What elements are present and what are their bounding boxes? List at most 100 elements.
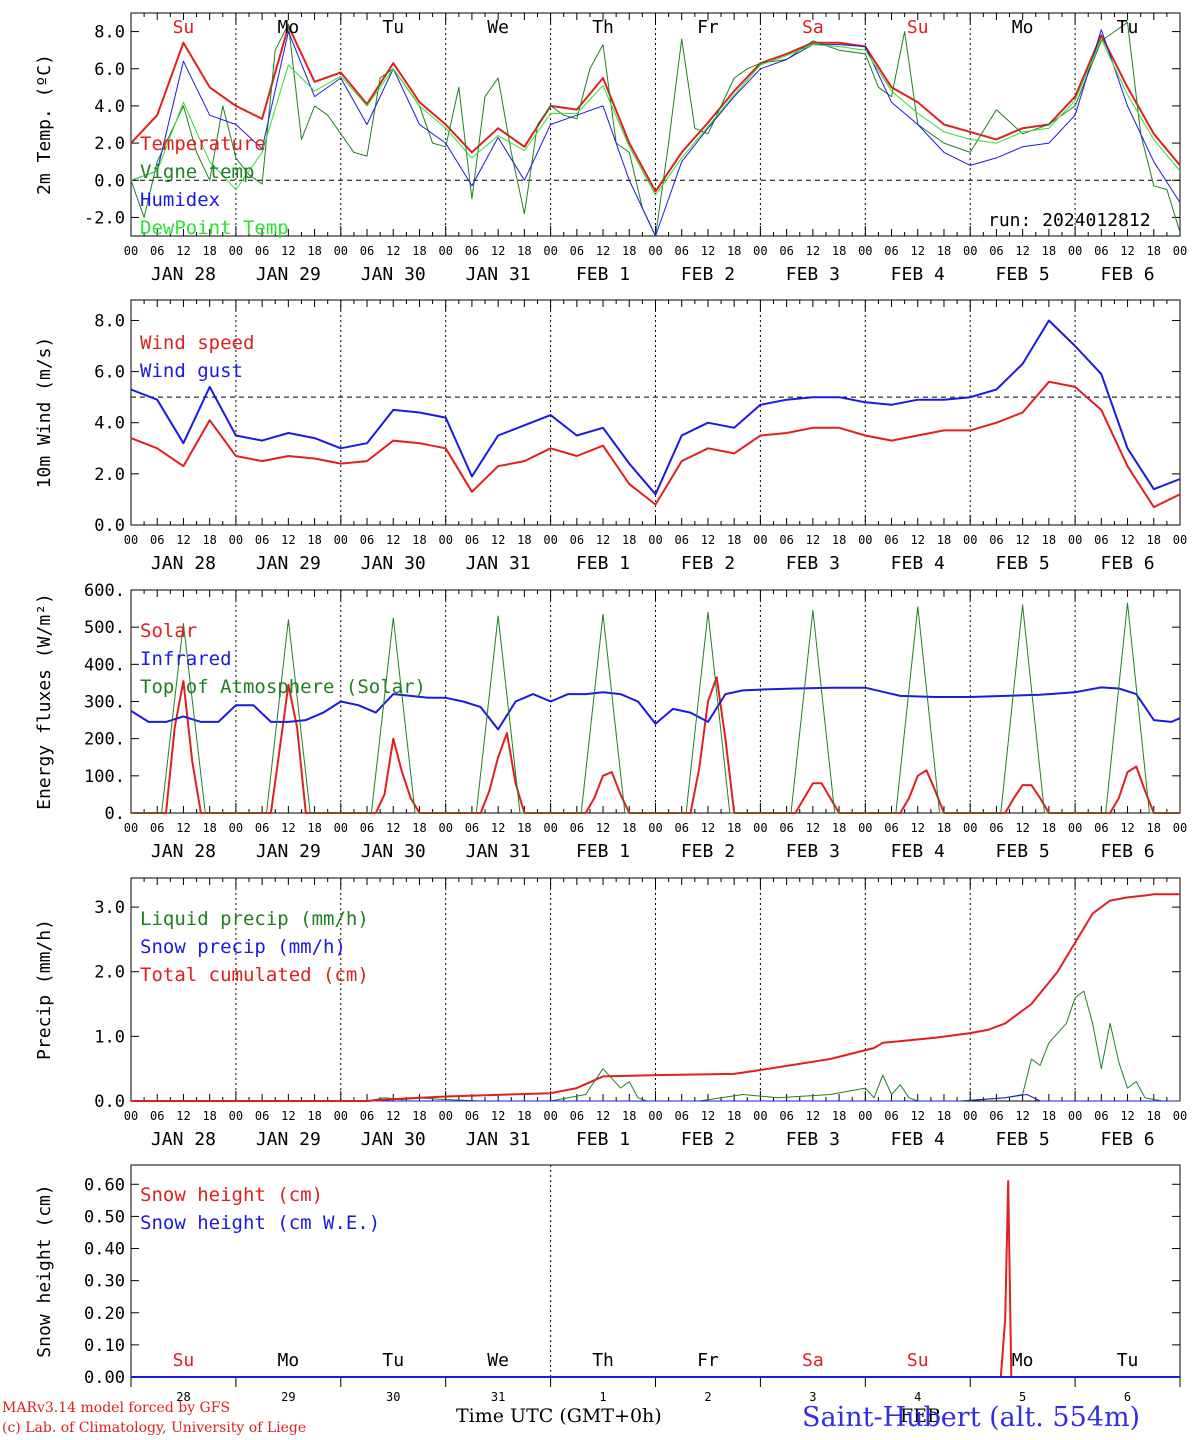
day-number-label: 29	[281, 1390, 295, 1404]
y-tick-label: 6.0	[94, 60, 125, 80]
hour-tick-label: 12	[911, 244, 925, 258]
hour-tick-label: 00	[1068, 821, 1082, 835]
y-tick-label: 0.0	[94, 171, 125, 191]
hour-tick-label: 18	[727, 1109, 741, 1123]
weekday-label: Fr	[697, 17, 719, 38]
hour-tick-label: 00	[543, 821, 557, 835]
hour-tick-label: 12	[1015, 244, 1029, 258]
hour-tick-label: 18	[412, 533, 426, 547]
y-tick-label: 500.	[84, 618, 125, 638]
hour-tick-label: 18	[622, 244, 636, 258]
hour-tick-label: 12	[386, 1109, 400, 1123]
hour-tick-label: 06	[360, 821, 374, 835]
weekday-label: Tu	[1117, 17, 1139, 38]
hour-tick-label: 18	[412, 821, 426, 835]
hour-tick-label: 12	[806, 244, 820, 258]
hour-tick-label: 00	[1173, 821, 1187, 835]
day-label: FEB 3	[786, 264, 840, 285]
credit-line-1: MARv3.14 model forced by GFS	[2, 1400, 231, 1416]
hour-tick-label: 00	[229, 1109, 243, 1123]
hour-tick-label: 06	[465, 533, 479, 547]
hour-tick-label: 00	[438, 1109, 452, 1123]
day-label: FEB 2	[681, 1129, 735, 1150]
hour-tick-label: 06	[255, 821, 269, 835]
hour-tick-label: 06	[884, 244, 898, 258]
weekday-label: We	[487, 17, 509, 38]
hour-tick-label: 18	[727, 244, 741, 258]
day-label: JAN 31	[466, 553, 531, 574]
series-line	[131, 1180, 1180, 1378]
day-label: JAN 31	[466, 264, 531, 285]
hour-tick-label: 06	[150, 244, 164, 258]
hour-tick-label: 18	[1147, 1109, 1161, 1123]
day-label: JAN 29	[256, 553, 321, 574]
hour-tick-label: 12	[176, 821, 190, 835]
hour-tick-label: 00	[334, 244, 348, 258]
hour-tick-label: 12	[281, 533, 295, 547]
day-number-label: 6	[1124, 1390, 1131, 1404]
day-label: JAN 28	[151, 553, 216, 574]
y-tick-label: 0.	[105, 804, 125, 824]
hour-tick-label: 18	[832, 244, 846, 258]
hour-tick-label: 18	[1147, 533, 1161, 547]
hour-tick-label: 18	[832, 1109, 846, 1123]
hour-tick-label: 06	[674, 533, 688, 547]
hour-tick-label: 12	[491, 821, 505, 835]
hour-tick-label: 06	[779, 821, 793, 835]
hour-tick-label: 12	[386, 821, 400, 835]
hour-tick-label: 06	[465, 1109, 479, 1123]
day-label: FEB 5	[996, 264, 1050, 285]
hour-tick-label: 18	[727, 533, 741, 547]
hour-tick-label: 00	[124, 533, 138, 547]
series-line	[130, 21, 1181, 237]
day-label: FEB 3	[786, 553, 840, 574]
y-tick-label: 2.0	[94, 963, 125, 983]
y-tick-label: 0.0	[94, 516, 125, 536]
hour-tick-label: 18	[517, 533, 531, 547]
day-label: FEB 3	[786, 1129, 840, 1150]
y-axis-title: Snow height (cm)	[34, 1184, 55, 1357]
series-line	[130, 29, 1181, 237]
day-label: JAN 29	[256, 264, 321, 285]
hour-tick-label: 06	[150, 821, 164, 835]
hour-tick-label: 12	[596, 533, 610, 547]
day-label: FEB 2	[681, 553, 735, 574]
chart-panel-1: 00 06 12 18 00 06 12 18 00 06 12 18 00 06 12 18 00 06 12 18…	[34, 12, 1187, 285]
hour-tick-label: 06	[1094, 1109, 1108, 1123]
day-label: FEB 1	[576, 1129, 630, 1150]
hour-tick-label: 06	[1094, 821, 1108, 835]
y-tick-label: 100.	[84, 767, 125, 787]
hour-tick-label: 00	[963, 244, 977, 258]
hour-tick-label: 12	[491, 1109, 505, 1123]
weekday-label: Th	[592, 1350, 614, 1371]
hour-tick-label: 00	[124, 244, 138, 258]
hour-tick-label: 00	[124, 1109, 138, 1123]
hour-tick-label: 18	[517, 1109, 531, 1123]
hour-tick-label: 12	[806, 533, 820, 547]
day-label: FEB 6	[1100, 553, 1154, 574]
hour-tick-label: 06	[989, 1109, 1003, 1123]
hour-tick-label: 18	[517, 244, 531, 258]
hour-tick-label: 06	[779, 1109, 793, 1123]
chart-panel-2: 00 06 12 18 00 06 12 18 00 06 12 18 00 06 12 18 00 06 12 18…	[34, 299, 1187, 574]
y-tick-label: 8.0	[94, 311, 125, 331]
hour-tick-label: 06	[779, 533, 793, 547]
hour-tick-label: 00	[858, 244, 872, 258]
hour-tick-label: 18	[307, 821, 321, 835]
hour-tick-label: 00	[543, 244, 557, 258]
day-label: FEB 1	[576, 553, 630, 574]
hour-tick-label: 12	[596, 1109, 610, 1123]
y-axis-title: Precip (mm/h)	[34, 919, 55, 1060]
hour-tick-label: 06	[360, 1109, 374, 1123]
day-label: JAN 30	[361, 553, 426, 574]
hour-tick-label: 00	[753, 244, 767, 258]
hour-tick-label: 06	[674, 244, 688, 258]
day-label: JAN 30	[361, 1129, 426, 1150]
day-label: FEB 4	[891, 1129, 945, 1150]
hour-tick-label: 18	[937, 244, 951, 258]
y-tick-label: 6.0	[94, 363, 125, 383]
hour-tick-label: 12	[911, 533, 925, 547]
hour-tick-label: 00	[229, 244, 243, 258]
hour-tick-label: 18	[307, 244, 321, 258]
y-tick-label: 0.40	[84, 1240, 125, 1260]
